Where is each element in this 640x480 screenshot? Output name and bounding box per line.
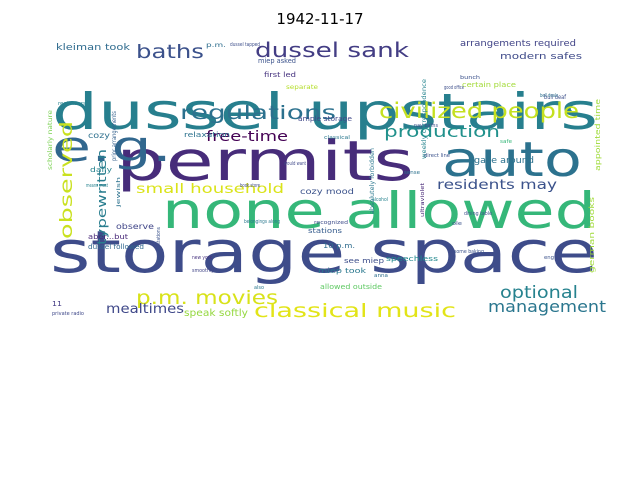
word-speechless: speechless	[386, 255, 438, 263]
word-direct-line: direct line	[424, 153, 450, 159]
word-classical: classical	[324, 135, 350, 141]
word-first-led: first led	[264, 71, 296, 79]
word-certain-place: certain place	[462, 81, 516, 89]
word-jewish: jewish	[116, 177, 122, 209]
word-also: also	[254, 285, 264, 291]
word-aber-but: aber...but	[88, 233, 128, 241]
word-kleiman-took: kleiman took	[56, 43, 131, 53]
word-weekly-correspondence: weekly correspondence	[421, 79, 428, 159]
word-means-must: means must	[86, 183, 108, 189]
word-ultraviolet: ultraviolet	[420, 183, 426, 217]
word-modern-safes: modern safes	[500, 52, 582, 62]
word-safe: safe	[500, 139, 512, 145]
word-cozy-mood: cozy mood	[300, 187, 354, 196]
word-appointed-time: appointed time	[594, 99, 602, 171]
word-cozy: cozy	[88, 131, 110, 140]
word-german-books: german books	[588, 196, 596, 273]
word-ample-storage: ample storage	[298, 115, 352, 123]
word-arrangements-required: arrangements required	[460, 39, 576, 49]
word-german-stations: german stations	[156, 227, 162, 263]
word-bunch: bunch	[460, 75, 480, 81]
word-storage-space: storage space	[50, 218, 598, 286]
word-separate: separate	[286, 84, 318, 91]
word-e-g: e.g.	[52, 122, 172, 171]
word-recognized: recognized	[314, 220, 348, 226]
word-dussel-followed: dussel followed	[88, 243, 144, 251]
word-ole: ole	[452, 221, 462, 227]
word-gaze-around: gaze around	[474, 156, 534, 166]
word-allowed-outside: allowed outside	[320, 283, 382, 291]
word-good-office: good office	[444, 85, 464, 91]
word-free-time: free-time	[206, 129, 288, 145]
word-dining-table: dining table	[464, 211, 492, 217]
word-residents-may: residents may	[437, 178, 557, 193]
word-belongings-along: belongings along	[244, 219, 280, 225]
word-private-radio: private radio	[52, 311, 84, 317]
word-sense: sense	[404, 170, 420, 176]
word-optional: optional	[500, 283, 578, 303]
word-alcohol: alcohol	[372, 197, 388, 203]
word-classical-music: classical music	[254, 300, 456, 321]
word-observe: observe	[116, 222, 154, 231]
word-daily: daily	[90, 166, 112, 174]
word-management: management	[488, 297, 606, 316]
word-speak-softly: speak softly	[184, 308, 248, 319]
word-10-p-m: 10 p.m.	[323, 242, 355, 250]
word-auto: auto	[442, 132, 582, 188]
word-nay-baths: nay baths	[414, 123, 438, 129]
word-civilized-people: civilized people	[379, 99, 579, 123]
word-would-want: would want	[284, 161, 306, 167]
word-absolutely-forbidden: absolutely forbidden	[369, 148, 376, 214]
word-production: production	[384, 122, 500, 141]
word-dussel-sank: dussel sank	[255, 38, 410, 62]
word-miep-took: miep took	[318, 267, 367, 275]
word-smoothly: smoothly	[192, 268, 214, 274]
word-permits: permits	[116, 129, 414, 193]
chart-title: 1942-11-17	[276, 10, 364, 28]
word-relaxation: relaxation	[184, 131, 230, 139]
word-small-household: small household	[136, 182, 284, 197]
word-miep-asked: miep asked	[258, 57, 296, 65]
word-prior-arrangements: prior arrangements	[111, 111, 118, 161]
word-dussel-upstairs: dussel upstairs	[52, 83, 598, 141]
word-none-allowed: none allowed	[162, 182, 596, 240]
word-dussel-tapped: dussel tapped	[230, 42, 260, 48]
word-scholarly-nature: scholarly nature	[47, 110, 54, 170]
word-p-m: p.m.	[206, 42, 226, 49]
word-mealtimes: mealtimes	[106, 302, 184, 317]
word-new-york: new york	[192, 255, 212, 261]
word-observed: observed	[57, 121, 77, 239]
word-p-m-movies: p.m. movies	[136, 287, 278, 309]
word-anna: anna	[374, 273, 388, 279]
word-regulations: regulations	[180, 102, 336, 124]
word-book-store: book store	[240, 183, 260, 189]
word-11: 11	[52, 300, 62, 308]
word-eng: eng	[544, 255, 554, 261]
word-some-baking: some baking	[454, 249, 484, 255]
word-rest-hours: rest hours	[58, 101, 86, 107]
word-stations: stations	[308, 227, 342, 235]
word-see-miep: see miep	[344, 257, 385, 265]
word-baths: baths	[136, 41, 204, 63]
word-bull-deaf: bull deaf	[544, 94, 567, 101]
word-typewritten: typewritten	[95, 149, 109, 245]
word-bell-deals: bell deals	[540, 93, 558, 99]
